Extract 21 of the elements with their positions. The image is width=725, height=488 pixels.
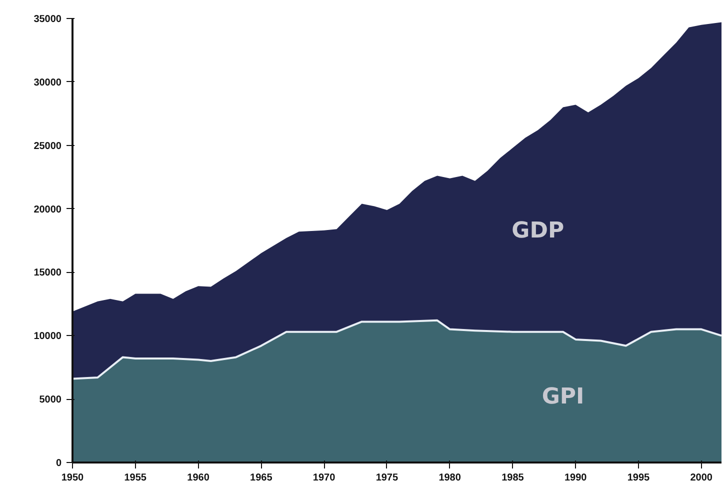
x-tick-label: 2000 (690, 472, 713, 484)
x-tick-label: 1965 (250, 472, 273, 484)
series-label: GPI (542, 384, 584, 410)
series-label: GDP (512, 218, 564, 244)
x-tick-label: 1975 (376, 472, 398, 484)
x-tick-label: 1995 (627, 472, 650, 484)
y-tick-label: 25000 (34, 140, 62, 152)
y-tick-label: 30000 (34, 77, 62, 88)
y-tick-label: 5000 (39, 394, 62, 406)
x-tick-label: 1960 (187, 472, 210, 484)
y-tick-label: 20000 (34, 204, 62, 216)
y-tick-label: 0 (56, 458, 62, 469)
y-tick-label: 15000 (34, 268, 62, 279)
y-tick-label: 35000 (34, 14, 62, 25)
x-tick-label: 1990 (564, 472, 588, 484)
x-tick-label: 1985 (502, 472, 524, 484)
x-tick-label: 1950 (61, 472, 84, 484)
x-tick-label: 1980 (438, 472, 462, 484)
y-tick-label: 10000 (34, 331, 62, 342)
x-tick-label: 1970 (312, 472, 336, 484)
x-tick-label: 1955 (124, 472, 147, 484)
